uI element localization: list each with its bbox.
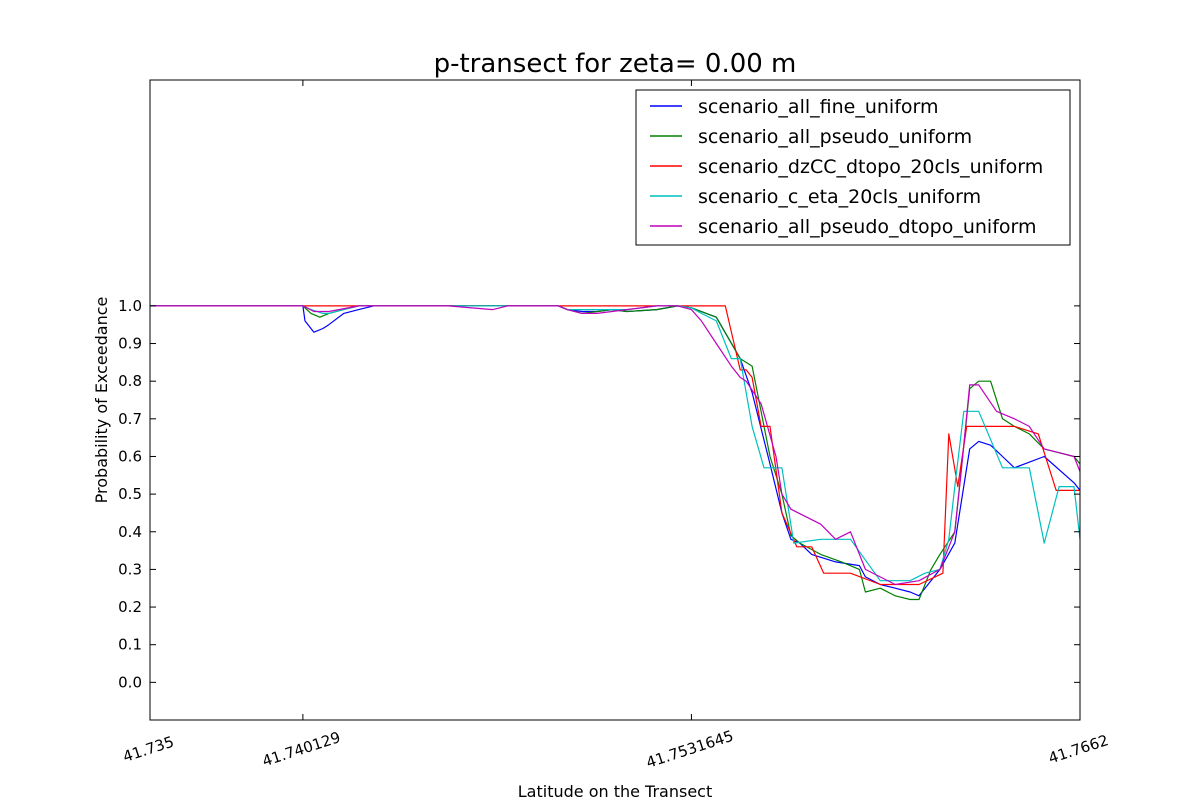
y-tick-label: 0.1 [118,636,142,654]
y-tick-label: 0.5 [118,485,142,503]
y-tick-label: 1.0 [118,297,142,315]
legend-label: scenario_all_pseudo_uniform [698,126,972,148]
series-layer [150,305,1081,601]
legend-label: scenario_all_pseudo_dtopo_uniform [698,216,1037,238]
legend: scenario_all_fine_uniform scenario_all_ps… [635,89,1071,246]
legend-label: scenario_c_eta_20cls_uniform [698,186,981,208]
y-axis-label: Probability of Exceedance [92,297,111,504]
series-line-scenario_dzCC_dtopo_20cls_uniform [150,305,1080,586]
legend-label: scenario_all_fine_uniform [698,96,939,118]
chart-title: p-transect for zeta= 0.00 m [434,49,797,79]
y-tick-label: 0.2 [118,598,142,616]
legend-label: scenario_dzCC_dtopo_20cls_uniform [698,156,1043,178]
y-tick-label: 0.3 [118,560,142,578]
series-line-scenario_all_pseudo_dtopo_uniform [150,305,1081,586]
legend-frame [635,89,1071,246]
y-tick-label: 0.6 [118,447,142,465]
y-tick-label: 0.4 [118,523,142,541]
y-tick-label: 0.8 [118,372,142,390]
y-tick-label: 0.0 [118,673,142,691]
x-axis-label: Latitude on the Transect [518,782,713,800]
y-tick-label: 0.9 [118,335,142,353]
series-line-scenario_all_fine_uniform [150,305,1081,597]
plot-area-frame [149,79,1081,721]
y-tick-label: 0.7 [118,410,142,428]
